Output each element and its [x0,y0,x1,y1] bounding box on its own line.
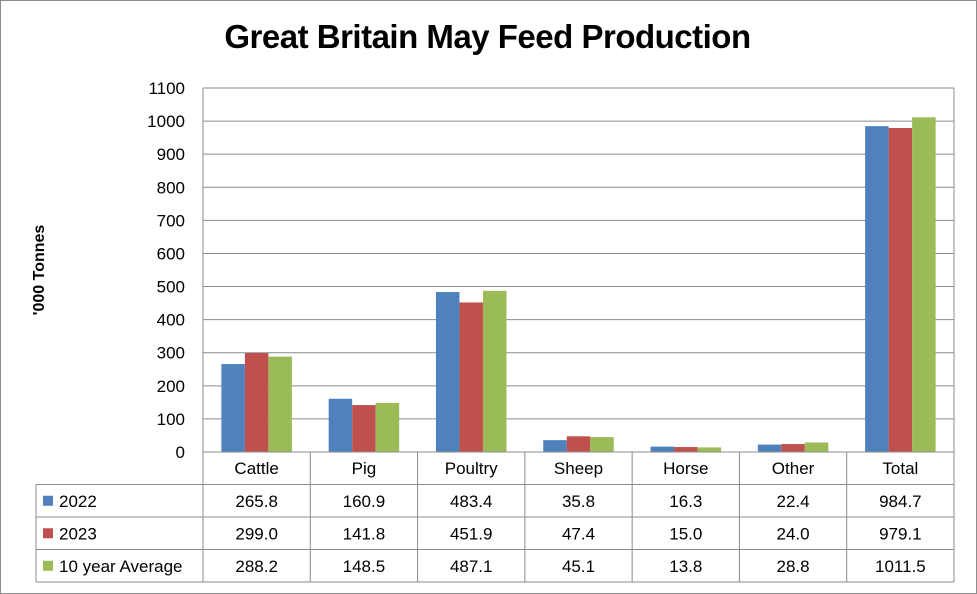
bar-10-year-average [590,437,614,452]
data-label: 148.5 [343,557,386,576]
y-tick-label: 600 [157,244,185,263]
bar-2022 [650,446,675,452]
data-label: 160.9 [343,492,386,511]
x-tick-label: Horse [663,459,708,478]
data-label: 13.8 [669,557,702,576]
bar-10-year-average [482,290,507,452]
bar-10-year-average [375,402,400,452]
legend-label: 10 year Average [59,557,183,576]
data-label: 265.8 [235,492,278,511]
y-tick-label: 0 [176,443,185,462]
bar-2022 [435,292,460,452]
y-tick-label: 1000 [147,112,185,131]
data-label: 24.0 [777,524,810,543]
bar-2023 [781,444,805,452]
y-tick-label: 500 [157,278,185,297]
bar-10-year-average [912,117,936,452]
chart-title: Great Britain May Feed Production [224,18,751,55]
data-label: 16.3 [669,492,702,511]
bar-2023 [888,128,913,453]
x-tick-label: Sheep [554,459,603,478]
y-tick-label: 400 [157,311,185,330]
legend-key [43,528,53,539]
data-label: 22.4 [777,492,810,511]
y-tick-label: 900 [157,145,185,164]
bar-2022 [865,126,889,453]
data-label: 979.1 [879,524,922,543]
x-tick-label: Pig [352,459,377,478]
data-label: 45.1 [562,557,595,576]
bar-2022 [757,444,782,452]
y-tick-label: 200 [157,377,185,396]
bar-2023 [566,436,591,452]
bar-10-year-average [268,356,292,452]
y-tick-label: 1100 [148,79,185,98]
y-tick-label: 800 [157,178,185,197]
x-tick-label: Other [772,459,815,478]
x-tick-label: Poultry [445,459,498,478]
data-label: 984.7 [879,492,922,511]
y-tick-label: 700 [157,211,185,230]
data-label: 299.0 [235,524,278,543]
bar-2023 [352,405,376,452]
bar-10-year-average [804,442,829,452]
x-tick-label: Cattle [234,459,278,478]
y-tick-label: 100 [157,410,185,429]
legend-key [43,560,53,571]
bar-2022 [543,440,567,452]
data-label: 451.9 [450,524,493,543]
data-label: 47.4 [562,524,595,543]
y-tick-label: 300 [157,344,185,363]
data-label: 487.1 [450,557,493,576]
data-label: 483.4 [450,492,493,511]
data-label: 288.2 [235,557,278,576]
data-label: 1011.5 [875,557,926,576]
bar-10-year-average [697,447,722,452]
bar-2022 [221,364,245,452]
data-label: 141.8 [343,524,386,543]
bar-2023 [459,302,483,452]
data-label: 35.8 [562,492,595,511]
legend-label: 2023 [59,524,97,543]
bar-2023 [244,353,269,452]
bar-2022 [328,398,353,452]
plot-area [203,88,954,452]
bar-2023 [674,447,698,452]
x-tick-label: Total [882,459,918,478]
data-label: 28.8 [777,557,810,576]
legend-key [43,495,53,506]
data-label: 15.0 [669,524,702,543]
legend-label: 2022 [59,492,97,511]
